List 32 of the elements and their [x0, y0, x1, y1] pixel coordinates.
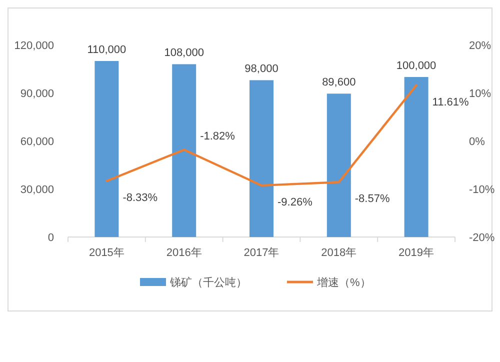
legend-label: 增速（%） — [316, 276, 371, 289]
x-tick-label: 2018年 — [321, 247, 357, 259]
y2-tick-label: -20% — [469, 232, 495, 244]
legend-label: 锑矿（千公吨） — [169, 276, 247, 289]
data-label: -8.33% — [122, 192, 158, 204]
y-tick-label: 0 — [48, 232, 54, 244]
data-label: -1.82% — [200, 130, 236, 143]
bar — [172, 64, 196, 237]
data-label: 98,000 — [244, 63, 278, 76]
y-tick-label: 30,000 — [20, 184, 54, 196]
y2-tick-label: 0% — [469, 136, 486, 148]
data-label: 89,600 — [322, 76, 356, 89]
x-tick-label: 2017年 — [244, 247, 280, 259]
data-label: 100,000 — [396, 60, 436, 72]
y-tick-label: 60,000 — [20, 136, 54, 148]
y2-tick-label: 10% — [469, 88, 492, 100]
y2-tick-label: 20% — [469, 40, 492, 52]
data-label: 11.61% — [432, 96, 470, 108]
data-label: -8.57% — [354, 193, 390, 206]
x-tick-label: 2016年 — [166, 247, 202, 259]
y-tick-label: 90,000 — [20, 88, 54, 100]
y-tick-label: 120,000 — [14, 40, 54, 52]
bar — [326, 94, 351, 237]
data-label: 108,000 — [164, 47, 204, 60]
bar — [94, 61, 119, 237]
data-label: -9.26% — [278, 196, 313, 208]
bar — [404, 77, 428, 237]
x-tick-label: 2019年 — [398, 247, 434, 259]
data-label: 110,000 — [87, 44, 126, 56]
bar — [250, 80, 274, 237]
x-tick-label: 2015年 — [88, 247, 124, 259]
y2-tick-label: -10% — [469, 184, 495, 196]
